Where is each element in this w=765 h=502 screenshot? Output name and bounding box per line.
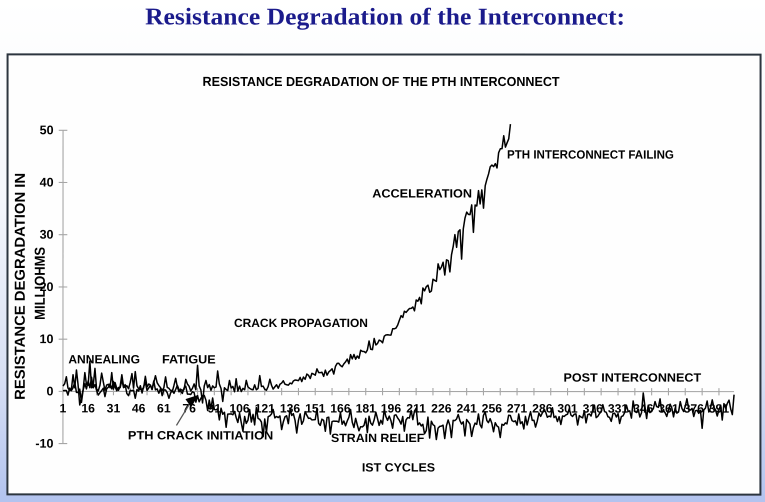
svg-text:121: 121 (255, 401, 276, 415)
svg-text:61: 61 (157, 401, 171, 415)
svg-text:PTH INTERCONNECT FAILING: PTH INTERCONNECT FAILING (507, 148, 674, 162)
svg-text:-10: -10 (35, 437, 53, 451)
svg-text:181: 181 (356, 401, 377, 415)
svg-text:RESISTANCE DEGRADATION IN: RESISTANCE DEGRADATION IN (13, 173, 29, 400)
svg-text:346: 346 (633, 402, 654, 416)
svg-text:RESISTANCE DEGRADATION OF THE: RESISTANCE DEGRADATION OF THE PTH INTERC… (203, 74, 560, 89)
svg-text:286: 286 (532, 402, 553, 416)
svg-text:46: 46 (132, 401, 146, 415)
svg-text:FATIGUE: FATIGUE (162, 352, 216, 366)
svg-text:166: 166 (330, 401, 351, 415)
svg-text:301: 301 (557, 402, 578, 416)
svg-text:MILLIOHMS: MILLIOHMS (33, 247, 49, 320)
svg-text:ACCELERATION: ACCELERATION (372, 186, 472, 200)
svg-text:196: 196 (381, 401, 402, 415)
svg-text:31: 31 (107, 401, 121, 415)
svg-text:Resistance Degradation of the: Resistance Degradation of the Interconne… (145, 4, 625, 30)
svg-text:POST INTERCONNECT: POST INTERCONNECT (563, 371, 701, 385)
svg-text:PTH CRACK INITIATION: PTH CRACK INITIATION (128, 428, 273, 442)
svg-text:1: 1 (60, 401, 67, 415)
svg-text:20: 20 (40, 280, 54, 294)
svg-text:76: 76 (182, 401, 196, 415)
svg-text:ANNEALING: ANNEALING (68, 352, 140, 366)
svg-text:16: 16 (81, 401, 95, 415)
svg-text:151: 151 (305, 401, 326, 415)
svg-text:40: 40 (40, 175, 54, 189)
svg-text:STRAIN RELIEF: STRAIN RELIEF (331, 431, 424, 445)
svg-text:0: 0 (46, 384, 53, 398)
svg-text:CRACK PROPAGATION: CRACK PROPAGATION (234, 316, 368, 330)
svg-text:226: 226 (431, 402, 452, 416)
svg-text:256: 256 (482, 402, 503, 416)
svg-text:241: 241 (456, 402, 477, 416)
svg-text:10: 10 (40, 332, 54, 346)
svg-text:IST CYCLES: IST CYCLES (362, 460, 435, 474)
svg-text:271: 271 (507, 402, 528, 416)
svg-text:331: 331 (608, 402, 629, 416)
svg-text:50: 50 (40, 123, 54, 137)
svg-text:30: 30 (40, 228, 54, 242)
